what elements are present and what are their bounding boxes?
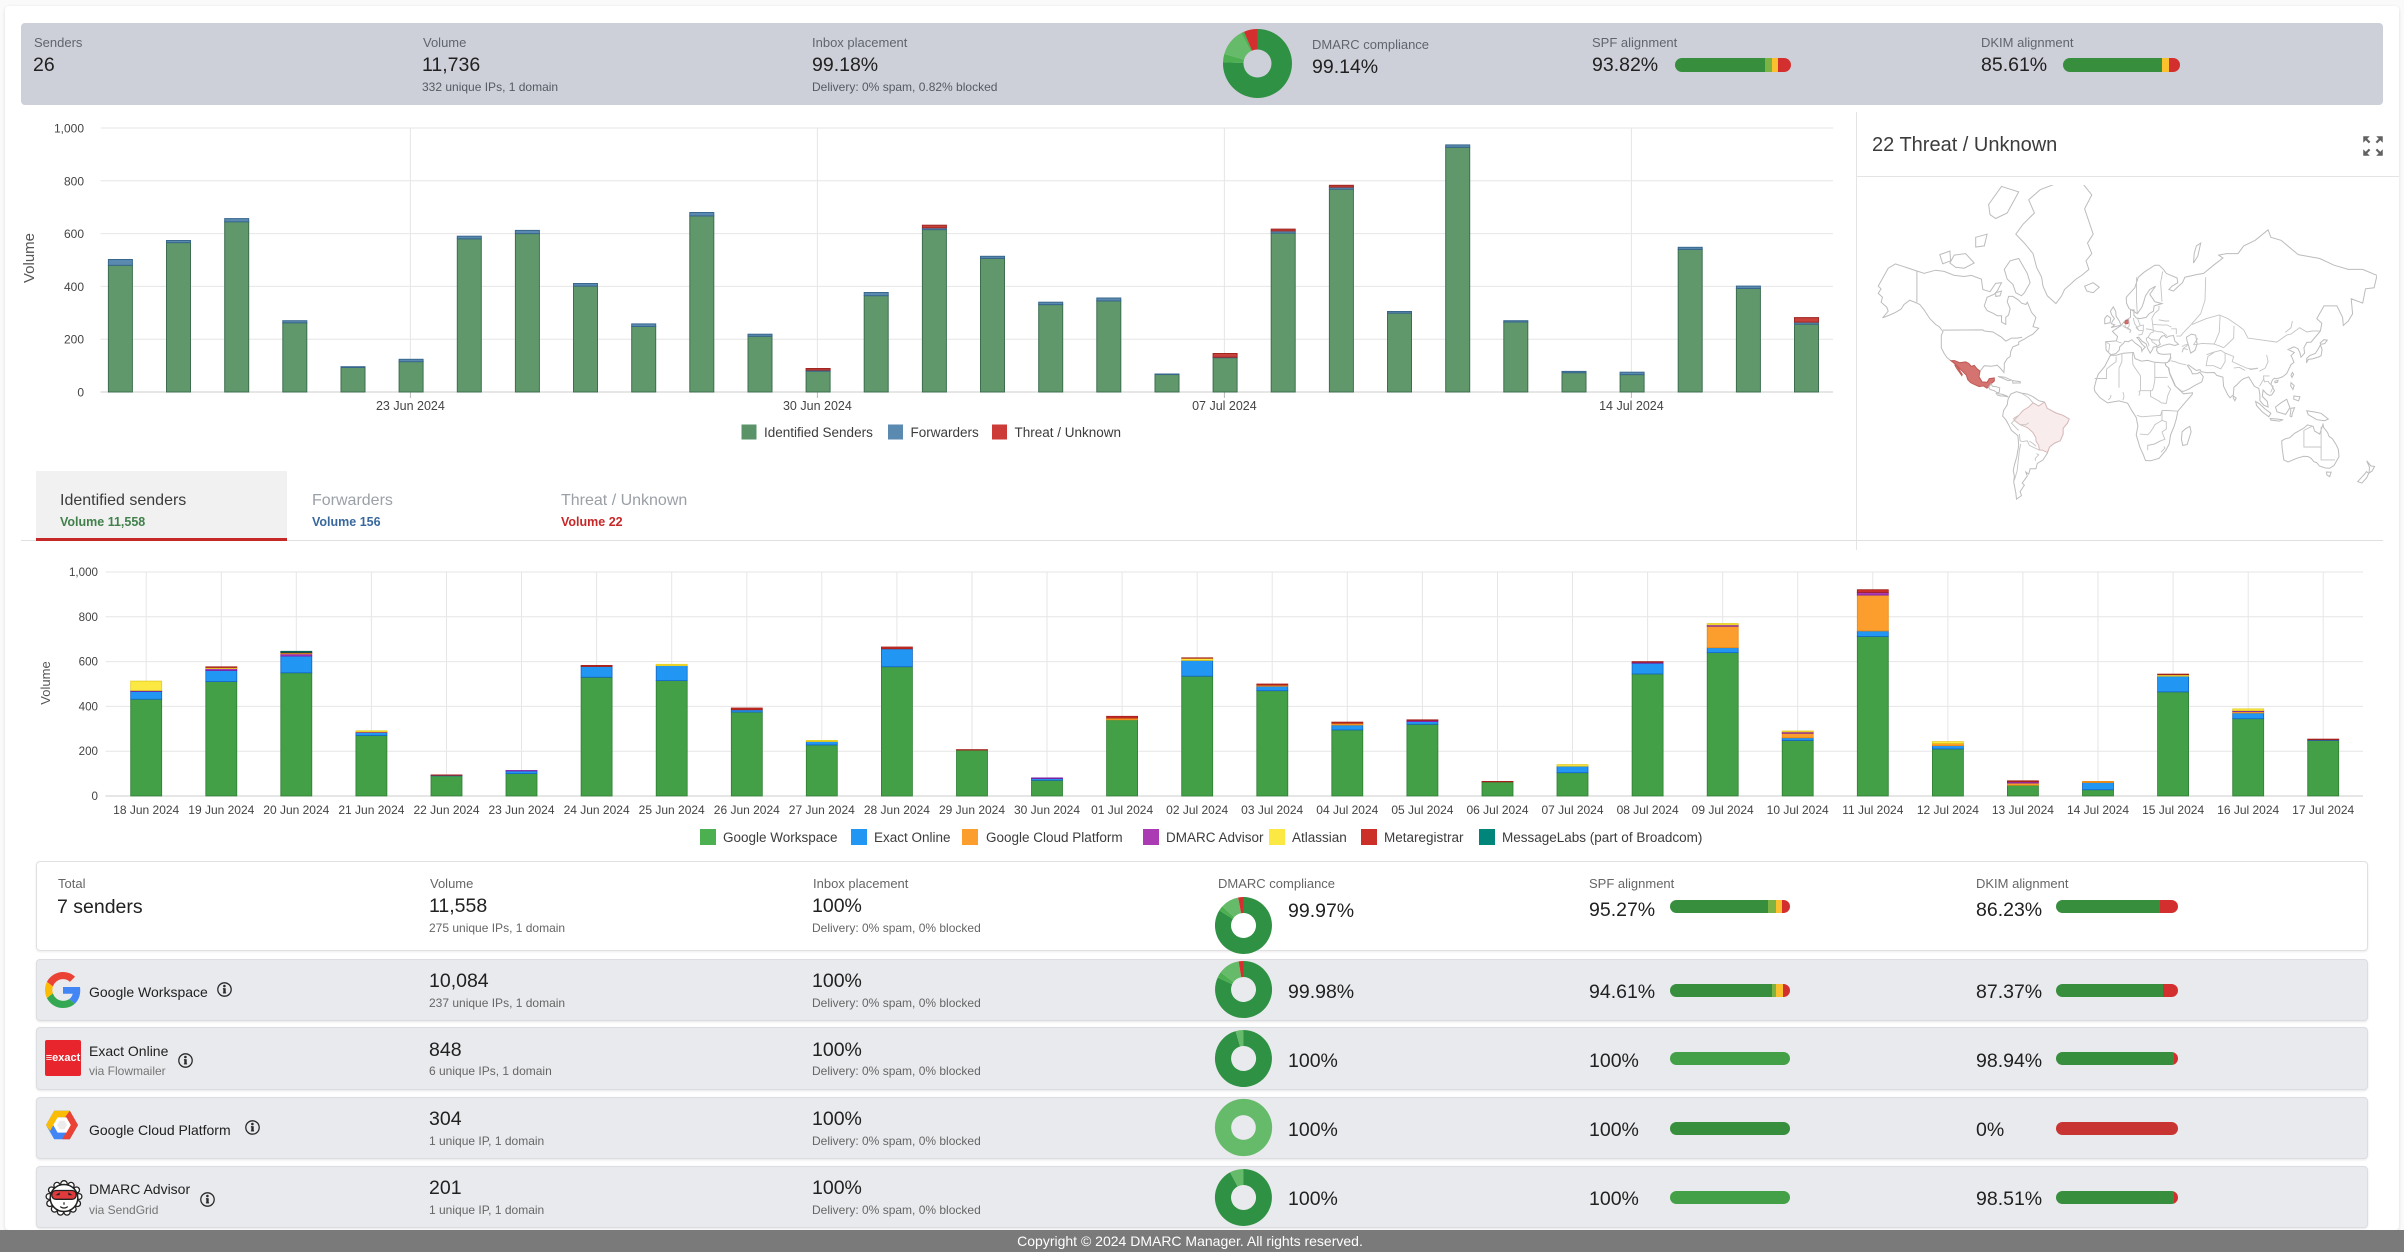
- svg-text:Volume: Volume: [21, 233, 38, 283]
- svg-text:12 Jul 2024: 12 Jul 2024: [1917, 803, 1979, 817]
- svg-text:800: 800: [64, 174, 84, 188]
- svg-text:Exact Online: Exact Online: [874, 830, 951, 845]
- svg-text:Identified Senders: Identified Senders: [764, 425, 873, 440]
- svg-text:23 Jun 2024: 23 Jun 2024: [376, 399, 445, 413]
- svg-text:1,000: 1,000: [54, 122, 84, 136]
- svg-text:19 Jun 2024: 19 Jun 2024: [188, 803, 254, 817]
- svg-text:30 Jun 2024: 30 Jun 2024: [1014, 803, 1080, 817]
- svg-text:16 Jul 2024: 16 Jul 2024: [2217, 803, 2279, 817]
- svg-text:21 Jun 2024: 21 Jun 2024: [338, 803, 404, 817]
- svg-text:27 Jun 2024: 27 Jun 2024: [789, 803, 855, 817]
- svg-text:17 Jul 2024: 17 Jul 2024: [2292, 803, 2354, 817]
- svg-text:13 Jul 2024: 13 Jul 2024: [1992, 803, 2054, 817]
- svg-text:20 Jun 2024: 20 Jun 2024: [263, 803, 329, 817]
- svg-text:1,000: 1,000: [69, 566, 98, 579]
- svg-text:07 Jul 2024: 07 Jul 2024: [1541, 803, 1603, 817]
- svg-text:26 Jun 2024: 26 Jun 2024: [714, 803, 780, 817]
- svg-text:Google Cloud Platform: Google Cloud Platform: [986, 830, 1123, 845]
- svg-text:14 Jul 2024: 14 Jul 2024: [2067, 803, 2129, 817]
- svg-text:800: 800: [79, 611, 98, 624]
- svg-text:25 Jun 2024: 25 Jun 2024: [639, 803, 705, 817]
- svg-text:15 Jul 2024: 15 Jul 2024: [2142, 803, 2204, 817]
- svg-text:400: 400: [79, 700, 98, 713]
- svg-text:200: 200: [79, 745, 98, 758]
- svg-text:24 Jun 2024: 24 Jun 2024: [564, 803, 630, 817]
- svg-text:04 Jul 2024: 04 Jul 2024: [1316, 803, 1378, 817]
- svg-text:02 Jul 2024: 02 Jul 2024: [1166, 803, 1228, 817]
- svg-text:09 Jul 2024: 09 Jul 2024: [1692, 803, 1754, 817]
- svg-text:400: 400: [64, 280, 84, 294]
- svg-text:0: 0: [92, 790, 98, 803]
- svg-text:Google Workspace: Google Workspace: [723, 830, 838, 845]
- svg-text:14 Jul 2024: 14 Jul 2024: [1599, 399, 1664, 413]
- svg-text:01 Jul 2024: 01 Jul 2024: [1091, 803, 1153, 817]
- svg-text:600: 600: [79, 656, 98, 669]
- svg-text:22 Jun 2024: 22 Jun 2024: [413, 803, 479, 817]
- svg-text:28 Jun 2024: 28 Jun 2024: [864, 803, 930, 817]
- svg-text:Metaregistrar: Metaregistrar: [1384, 830, 1464, 845]
- svg-text:Forwarders: Forwarders: [911, 425, 980, 440]
- svg-text:Volume: Volume: [38, 661, 53, 704]
- svg-text:07 Jul 2024: 07 Jul 2024: [1192, 399, 1257, 413]
- svg-text:29 Jun 2024: 29 Jun 2024: [939, 803, 1005, 817]
- svg-text:10 Jul 2024: 10 Jul 2024: [1767, 803, 1829, 817]
- svg-text:Atlassian: Atlassian: [1292, 830, 1347, 845]
- svg-text:Threat / Unknown: Threat / Unknown: [1015, 425, 1122, 440]
- svg-text:DMARC Advisor: DMARC Advisor: [1166, 830, 1264, 845]
- svg-text:600: 600: [64, 227, 84, 241]
- svg-text:05 Jul 2024: 05 Jul 2024: [1391, 803, 1453, 817]
- svg-text:23 Jun 2024: 23 Jun 2024: [488, 803, 554, 817]
- svg-text:08 Jul 2024: 08 Jul 2024: [1617, 803, 1679, 817]
- svg-text:30 Jun 2024: 30 Jun 2024: [783, 399, 852, 413]
- svg-text:MessageLabs (part of Broadcom): MessageLabs (part of Broadcom): [1502, 830, 1702, 845]
- svg-text:0: 0: [77, 386, 84, 400]
- svg-text:11 Jul 2024: 11 Jul 2024: [1842, 803, 1903, 817]
- svg-text:06 Jul 2024: 06 Jul 2024: [1466, 803, 1528, 817]
- svg-text:200: 200: [64, 333, 84, 347]
- svg-text:18 Jun 2024: 18 Jun 2024: [113, 803, 179, 817]
- svg-text:03 Jul 2024: 03 Jul 2024: [1241, 803, 1303, 817]
